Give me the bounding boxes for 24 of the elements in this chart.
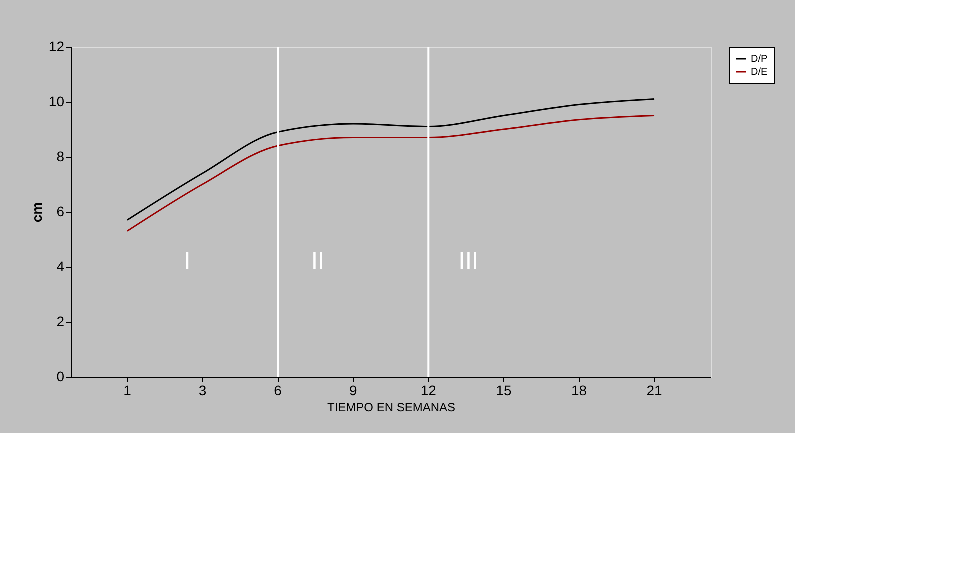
x-tick-label: 12 <box>420 382 437 398</box>
line-series <box>126 98 656 221</box>
y-tick-label: 12 <box>48 38 65 54</box>
annotation: I <box>184 248 191 275</box>
annotation: II <box>311 248 325 275</box>
y-tick-label: 6 <box>56 204 65 220</box>
y-tick-label: 2 <box>56 314 65 330</box>
x-tick-label: 3 <box>198 382 207 398</box>
y-tick-label: 8 <box>56 148 65 164</box>
y-axis-title: cm <box>28 202 45 223</box>
legend-label: D/E <box>751 67 768 78</box>
y-tick-label: 4 <box>56 258 65 274</box>
line-series <box>126 115 656 232</box>
x-tick-label: 6 <box>274 382 282 398</box>
y-tick-label: 10 <box>48 94 65 110</box>
x-tick-label: 1 <box>124 382 132 398</box>
annotation: III <box>458 248 479 275</box>
x-tick-label: 9 <box>349 382 358 398</box>
x-axis-title: TIEMPO EN SEMANAS <box>327 400 456 414</box>
x-tick-label: 18 <box>571 382 588 398</box>
x-tick-label: 21 <box>646 382 663 398</box>
legend-label: D/P <box>751 54 768 65</box>
x-tick-label: 15 <box>496 382 512 398</box>
y-tick-label: 0 <box>56 368 65 384</box>
